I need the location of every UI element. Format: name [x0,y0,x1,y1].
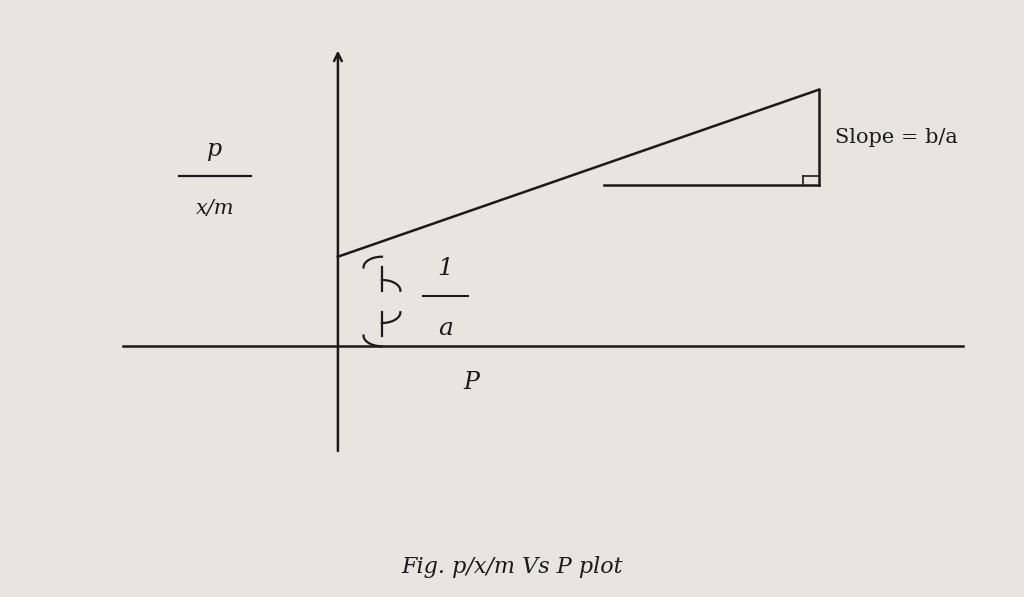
Text: p: p [208,138,222,161]
Text: Fig. p/x/m Vs P plot: Fig. p/x/m Vs P plot [401,556,623,578]
Text: Slope = b/a: Slope = b/a [835,128,957,147]
Text: P: P [463,371,479,393]
Text: 1: 1 [437,257,454,280]
Text: a: a [438,317,453,340]
Text: x/m: x/m [196,199,234,219]
